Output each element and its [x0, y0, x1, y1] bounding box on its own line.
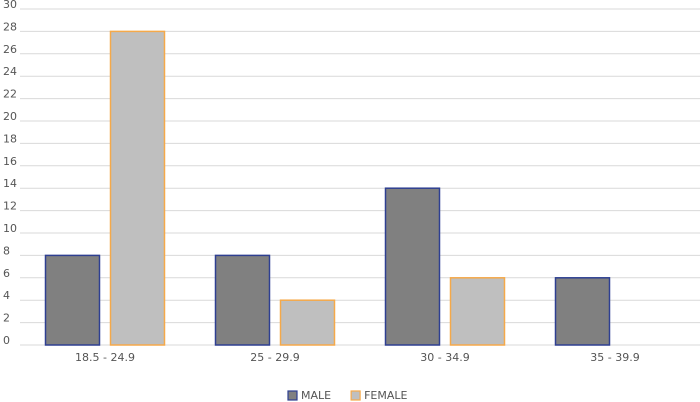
- legend-label: MALE: [301, 389, 331, 402]
- y-tick-label: 6: [3, 267, 10, 280]
- bar: [449, 277, 506, 346]
- y-tick-label: 28: [3, 20, 17, 33]
- y-tick-label: 24: [3, 65, 17, 78]
- y-tick-label: 0: [3, 334, 10, 347]
- bar: [554, 277, 611, 346]
- bar: [279, 299, 336, 346]
- x-tick-label: 18.5 - 24.9: [75, 351, 135, 364]
- legend-label: FEMALE: [364, 389, 407, 402]
- y-tick-label: 20: [3, 110, 17, 123]
- y-tick-label: 12: [3, 200, 17, 213]
- legend-swatch: [287, 390, 298, 401]
- bar: [214, 254, 271, 346]
- x-tick-label: 35 - 39.9: [590, 351, 639, 364]
- x-tick-label: 25 - 29.9: [250, 351, 299, 364]
- y-tick-label: 8: [3, 244, 10, 257]
- x-tick-label: 30 - 34.9: [420, 351, 469, 364]
- y-tick-label: 26: [3, 43, 17, 56]
- bar: [44, 254, 101, 346]
- y-tick-label: 18: [3, 132, 17, 145]
- y-tick-label: 4: [3, 289, 10, 302]
- y-tick-label: 30: [3, 0, 17, 11]
- y-tick-label: 10: [3, 222, 17, 235]
- bar: [384, 187, 441, 346]
- bar: [109, 30, 166, 346]
- legend-swatch: [350, 390, 361, 401]
- y-tick-label: 16: [3, 155, 17, 168]
- y-tick-label: 22: [3, 88, 17, 101]
- y-tick-label: 14: [3, 177, 17, 190]
- y-tick-label: 2: [3, 312, 10, 325]
